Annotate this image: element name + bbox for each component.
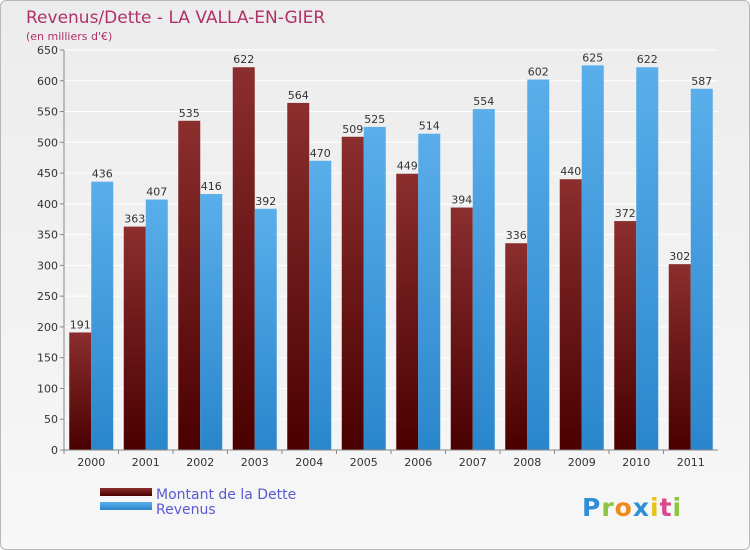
proxiti-logo: Proxiti (582, 493, 682, 522)
data-label: 470 (310, 147, 331, 160)
y-axis-ticks: 0 50 100 150 200 250 300 350 400 450 500 550 600 650 (37, 44, 64, 457)
x-tick-label: 2004 (295, 456, 323, 469)
y-tick-label: 100 (37, 382, 58, 395)
y-tick-label: 350 (37, 229, 58, 242)
y-tick-label: 250 (37, 290, 58, 303)
y-tick-label: 300 (37, 259, 58, 272)
bar (418, 133, 441, 450)
data-label: 554 (473, 95, 494, 108)
bar (287, 102, 310, 450)
data-label: 514 (419, 120, 440, 133)
legend-label-dette: Montant de la Dette (156, 487, 296, 503)
bar (450, 207, 473, 450)
data-label: 509 (342, 123, 363, 136)
y-tick-label: 50 (44, 413, 58, 426)
bar (341, 136, 364, 450)
data-label: 336 (506, 229, 527, 242)
data-label: 525 (364, 113, 385, 126)
chart-title: Revenus/Dette - LA VALLA-EN-GIER (26, 8, 325, 28)
data-label: 625 (582, 51, 603, 64)
bar (69, 332, 92, 450)
data-label: 449 (397, 160, 418, 173)
data-label: 602 (528, 66, 549, 79)
bar (145, 199, 168, 450)
bar (559, 179, 582, 450)
bar (668, 264, 691, 450)
bar (581, 65, 604, 450)
x-tick-label: 2009 (568, 456, 596, 469)
x-tick-label: 2007 (459, 456, 487, 469)
data-label: 587 (691, 75, 712, 88)
bar (505, 243, 528, 450)
x-tick-label: 2005 (350, 456, 378, 469)
data-label: 440 (560, 165, 581, 178)
data-label: 622 (233, 53, 254, 66)
bar (254, 208, 277, 450)
bar (309, 160, 332, 450)
y-tick-label: 0 (51, 444, 58, 457)
bar (123, 226, 146, 450)
x-tick-label: 2008 (513, 456, 541, 469)
bar (636, 67, 659, 450)
data-label: 392 (255, 195, 276, 208)
data-label: 191 (70, 318, 91, 331)
legend-label-revenus: Revenus (156, 502, 216, 518)
bar (232, 67, 255, 450)
data-label: 535 (179, 107, 200, 120)
y-tick-label: 550 (37, 106, 58, 119)
data-label: 363 (124, 213, 145, 226)
bar (396, 173, 419, 450)
data-label: 416 (201, 180, 222, 193)
legend-swatch-dette (100, 488, 152, 496)
x-tick-label: 2006 (404, 456, 432, 469)
brand-logo-text: Proxiti (582, 493, 682, 522)
data-label: 564 (288, 89, 309, 102)
bar (363, 126, 386, 450)
x-tick-label: 2011 (677, 456, 705, 469)
x-tick-label: 2010 (622, 456, 650, 469)
y-tick-label: 400 (37, 198, 58, 211)
x-tick-label: 2000 (77, 456, 105, 469)
x-tick-label: 2003 (241, 456, 269, 469)
y-tick-label: 600 (37, 75, 58, 88)
axes (63, 50, 718, 451)
y-tick-label: 650 (37, 44, 58, 57)
chart-subtitle: (en milliers d'€) (26, 30, 112, 43)
legend: Montant de la Dette Revenus (100, 487, 296, 518)
legend-swatch-revenus (100, 502, 152, 510)
y-tick-label: 500 (37, 136, 58, 149)
data-label: 394 (451, 194, 472, 207)
data-label: 302 (669, 250, 690, 263)
y-tick-label: 200 (37, 321, 58, 334)
bar (527, 79, 550, 451)
bar (614, 221, 637, 450)
bars (69, 65, 713, 451)
y-tick-label: 450 (37, 167, 58, 180)
data-label: 622 (637, 53, 658, 66)
bar (178, 120, 201, 451)
data-label: 407 (146, 186, 167, 199)
bar (200, 194, 223, 450)
data-label: 372 (615, 207, 636, 220)
y-tick-label: 150 (37, 352, 58, 365)
bar (690, 88, 713, 451)
data-label: 436 (92, 168, 113, 181)
x-axis-ticks: 2000 2001 2002 2003 2004 2005 2006 2007 2008 2009… (63, 450, 705, 469)
bar (472, 109, 495, 451)
x-tick-label: 2002 (186, 456, 214, 469)
x-tick-label: 2001 (132, 456, 160, 469)
bar (91, 181, 114, 450)
